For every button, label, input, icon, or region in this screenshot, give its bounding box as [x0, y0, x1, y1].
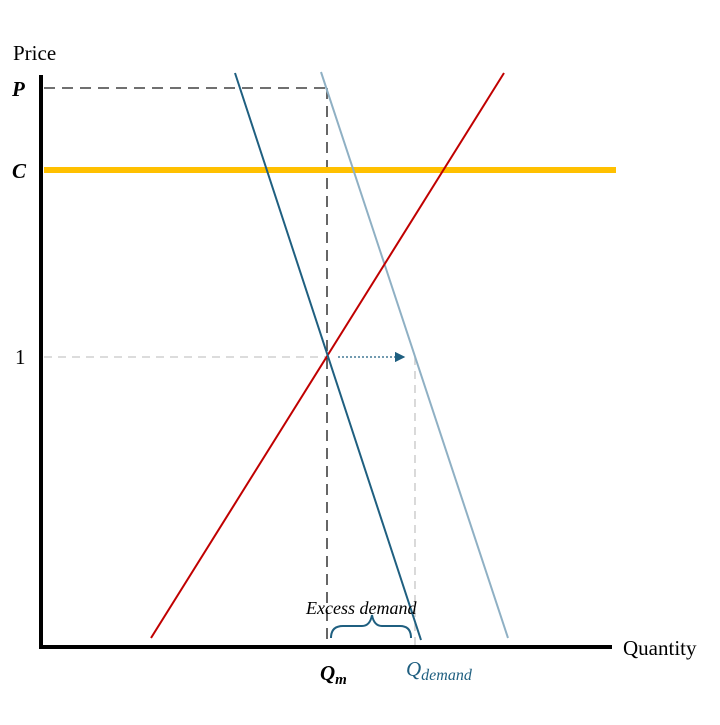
x-tick-qm: Qm: [320, 661, 347, 688]
y-tick-one: 1: [15, 345, 26, 369]
y-tick-p: P: [11, 77, 25, 101]
excess-demand-label: Excess demand: [305, 598, 417, 618]
y-axis-title: Price: [13, 41, 56, 65]
x-tick-qm-sub: m: [335, 672, 347, 688]
x-axis-title: Quantity: [623, 636, 697, 660]
shifted-demand-curve: [320, 71, 509, 639]
x-tick-qdemand: Qdemand: [406, 657, 473, 684]
x-tick-qdemand-main: Q: [406, 657, 421, 681]
x-tick-qm-main: Q: [320, 661, 335, 685]
x-tick-qdemand-sub: demand: [421, 667, 473, 684]
demand-curve: [234, 72, 422, 641]
excess-demand-brace: [330, 614, 412, 639]
y-tick-c: C: [12, 159, 27, 183]
